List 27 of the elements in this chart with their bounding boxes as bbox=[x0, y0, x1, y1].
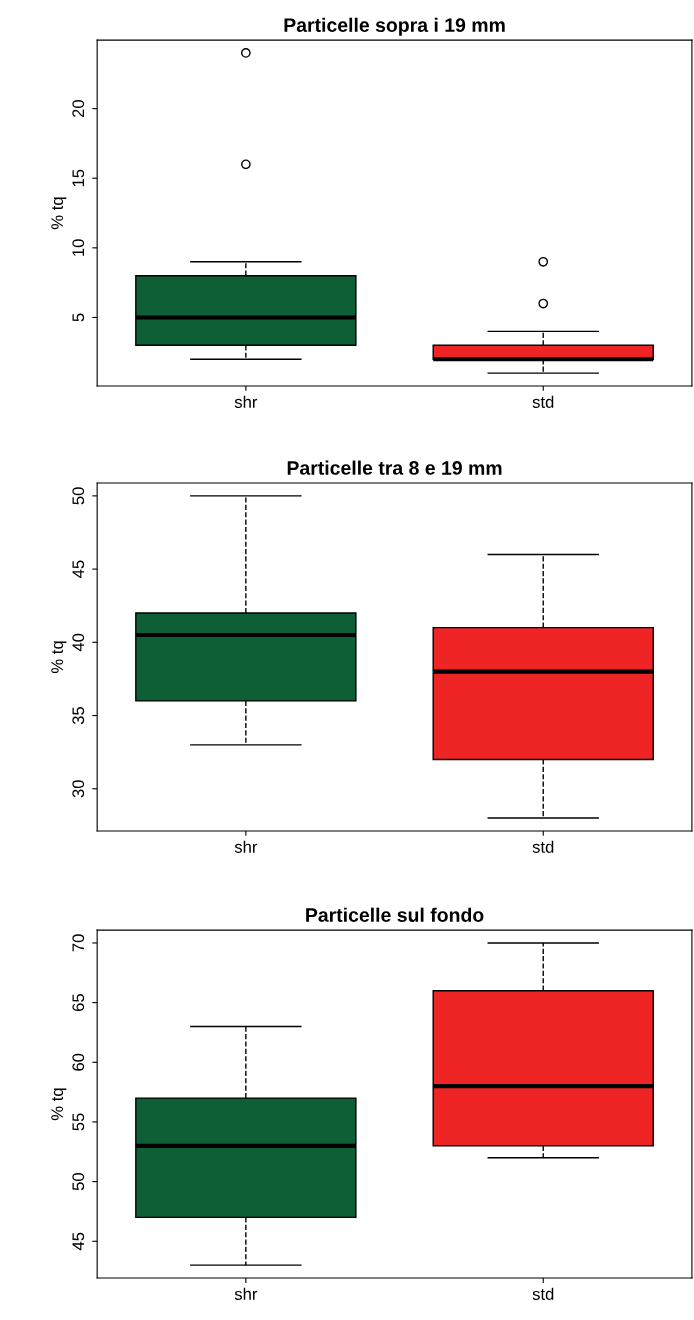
y-tick-label: 55 bbox=[72, 1113, 85, 1131]
x-tick-label: std bbox=[532, 840, 554, 853]
y-tick-label: 70 bbox=[72, 934, 85, 952]
x-tick-label: shr bbox=[234, 1287, 258, 1300]
y-tick-label: 15 bbox=[72, 169, 85, 187]
y-tick-label: 40 bbox=[72, 633, 85, 652]
x-tick-label: std bbox=[532, 395, 554, 408]
y-axis-title: % tq bbox=[51, 1088, 67, 1121]
y-tick-label: 50 bbox=[72, 1172, 85, 1191]
y-axis-title: % tq bbox=[51, 641, 67, 674]
y-tick-label: 65 bbox=[72, 994, 85, 1012]
x-tick-label: shr bbox=[234, 840, 258, 853]
y-tick-label: 50 bbox=[72, 487, 85, 505]
y-axis-title: % tq bbox=[51, 197, 67, 230]
y-tick-label: 5 bbox=[72, 313, 85, 322]
y-tick-label: 60 bbox=[72, 1053, 85, 1071]
chart-title: Particelle tra 8 e 19 mm bbox=[287, 460, 502, 475]
y-tick-label: 35 bbox=[72, 706, 85, 725]
y-tick-label: 45 bbox=[72, 1232, 85, 1251]
chart-title: Particelle sopra i 19 mm bbox=[284, 17, 505, 36]
x-tick-label: std bbox=[532, 1287, 554, 1300]
y-tick-label: 10 bbox=[72, 239, 85, 256]
x-tick-label: shr bbox=[234, 395, 258, 408]
y-tick-label: 20 bbox=[72, 100, 85, 118]
y-tick-label: 45 bbox=[72, 560, 85, 578]
chart-title: Particelle sul fondo bbox=[306, 907, 484, 922]
y-tick-label: 30 bbox=[72, 780, 85, 798]
